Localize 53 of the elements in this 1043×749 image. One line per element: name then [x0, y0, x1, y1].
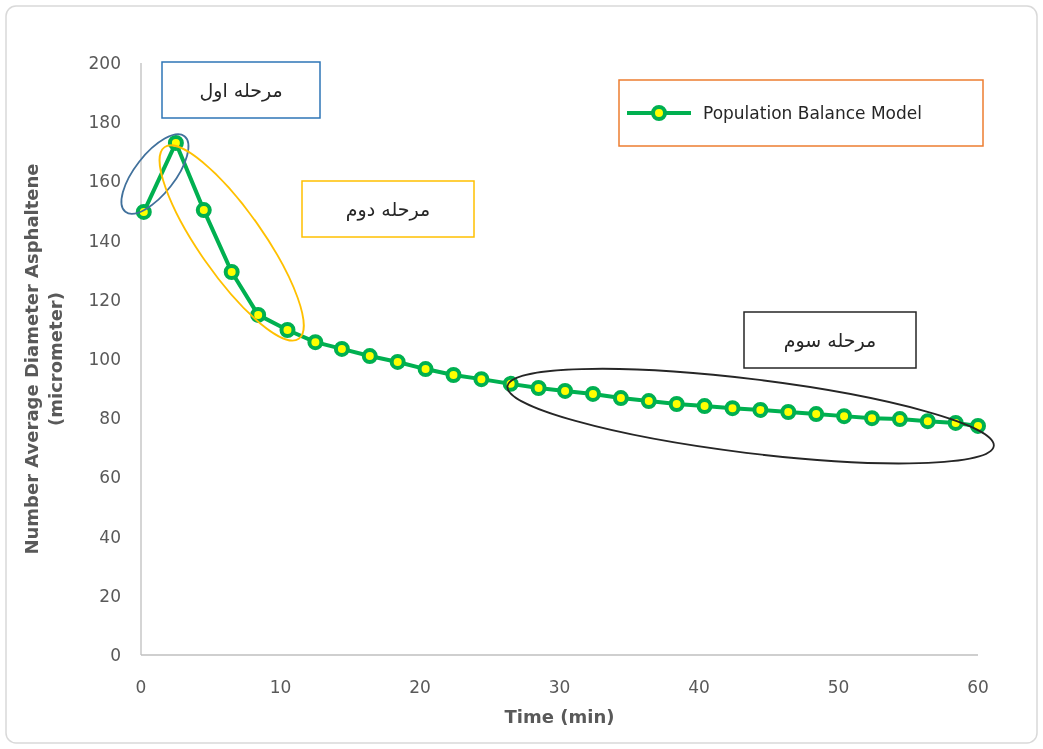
y-tick-label: 100 — [88, 349, 121, 369]
point — [780, 403, 797, 420]
point — [640, 393, 657, 410]
point — [279, 321, 296, 338]
x-tick-label: 50 — [827, 677, 850, 697]
y-axis-title: Number Average Diameter Asphaltene (micrometer) — [21, 163, 66, 555]
y-tick-label: 200 — [88, 53, 121, 73]
y-tick-label: 80 — [99, 408, 121, 429]
point — [473, 371, 490, 388]
y-tick-label: 20 — [99, 585, 121, 606]
y-tick-label: 40 — [99, 526, 121, 547]
legend: Population Balance Model — [618, 79, 984, 147]
annotation: مرحله سوم — [743, 311, 917, 369]
annotation: مرحله اول — [199, 79, 283, 102]
point — [863, 410, 880, 427]
point — [752, 401, 769, 418]
point — [195, 202, 212, 219]
point — [307, 334, 324, 351]
point — [891, 411, 908, 428]
x-axis-title: Time (min) — [504, 706, 615, 727]
x-tick-label: 10 — [269, 677, 292, 697]
point — [223, 263, 240, 280]
point — [724, 400, 741, 417]
point — [530, 380, 547, 397]
y-tick-label: 0 — [110, 645, 121, 665]
y-tick-label: 160 — [88, 171, 121, 192]
x-tick-label: 40 — [688, 677, 710, 697]
point — [361, 348, 378, 365]
point — [584, 385, 601, 402]
legend-label: Population Balance Model — [703, 103, 922, 123]
y-tick-label: 60 — [99, 467, 121, 488]
point — [557, 382, 574, 399]
point — [668, 395, 685, 412]
y-tick-label: 120 — [88, 289, 121, 310]
point — [919, 413, 936, 430]
point — [612, 390, 629, 407]
x-tick-label: 0 — [135, 677, 147, 697]
x-tick-label: 60 — [967, 677, 989, 697]
point — [696, 398, 713, 415]
point — [417, 361, 434, 378]
y-tick-label: 140 — [88, 230, 121, 251]
annotation: مرحله دوم — [301, 180, 475, 238]
x-tick-label: 20 — [409, 677, 431, 697]
point — [389, 353, 406, 370]
point — [333, 340, 350, 357]
annotation: مرحله سوم — [783, 329, 877, 352]
point — [808, 406, 825, 423]
point — [836, 408, 853, 425]
annotation: مرحله دوم — [345, 198, 431, 221]
point — [445, 366, 462, 383]
y-tick-label: 180 — [88, 112, 121, 133]
x-tick-label: 30 — [548, 677, 571, 697]
annotation: مرحله اول — [161, 61, 321, 119]
